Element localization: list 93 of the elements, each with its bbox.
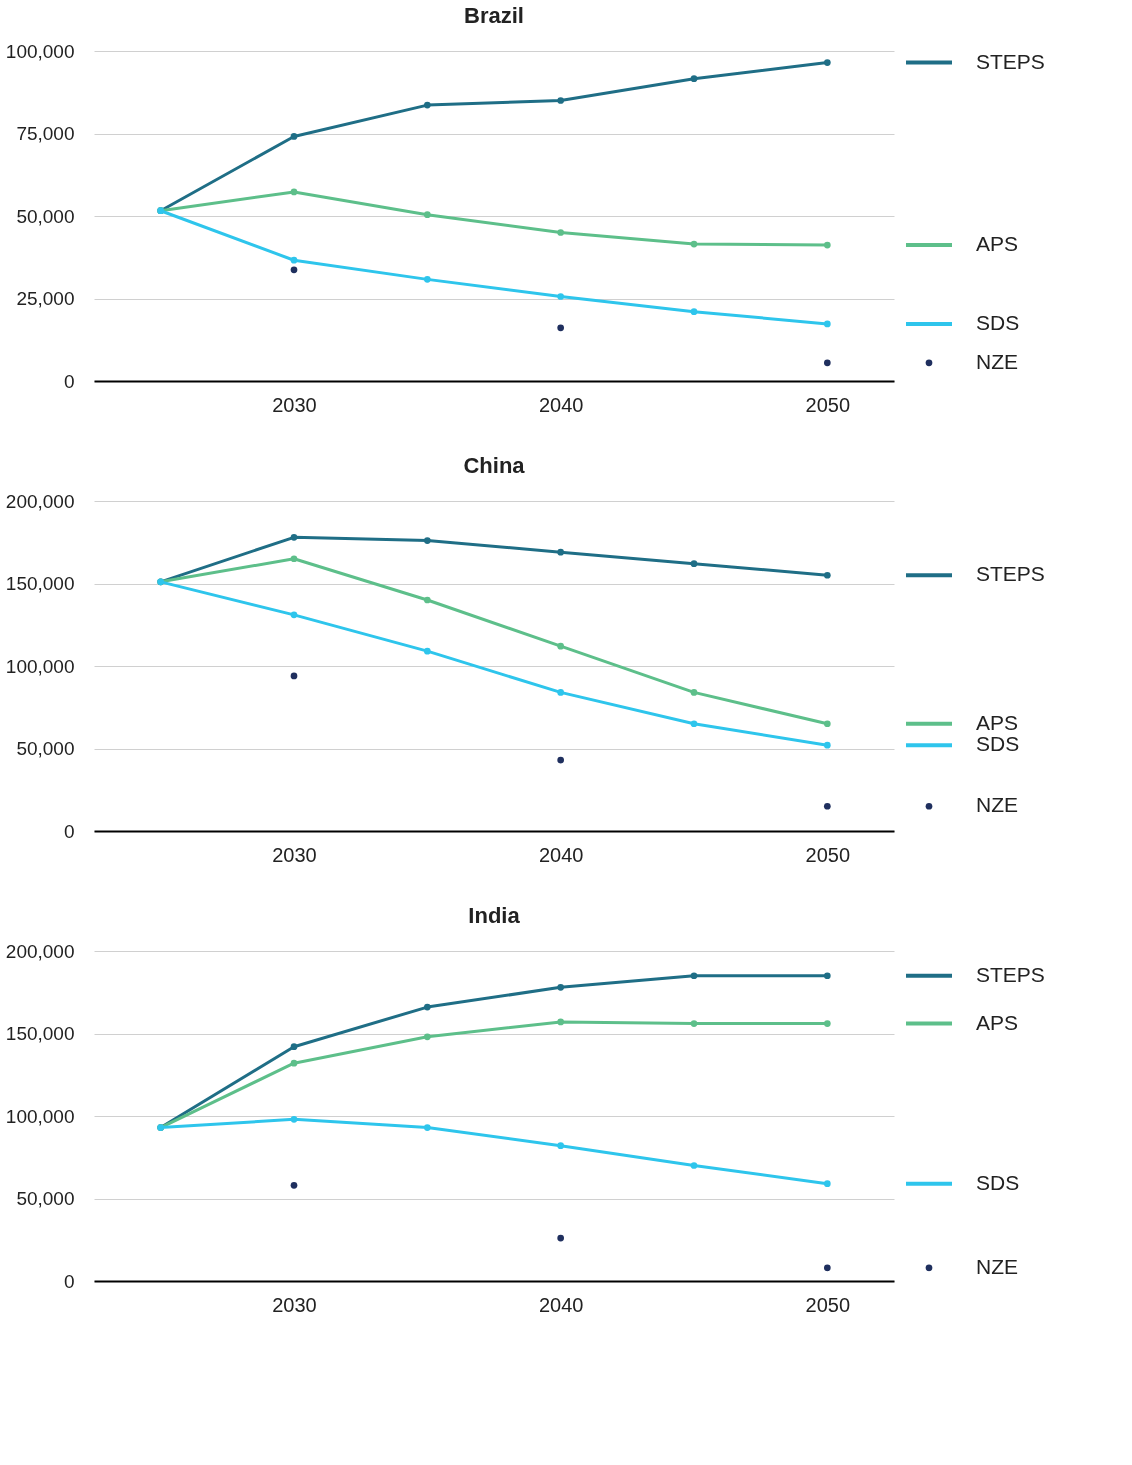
point xyxy=(290,533,298,541)
point xyxy=(690,560,698,568)
point xyxy=(290,188,298,196)
point xyxy=(423,537,431,544)
point xyxy=(690,972,698,980)
y-tick-label: 25,000 xyxy=(16,288,75,309)
point xyxy=(290,555,298,563)
point xyxy=(423,596,431,604)
point xyxy=(290,266,298,274)
point xyxy=(823,720,831,728)
x-tick-label: 2030 xyxy=(272,843,317,866)
y-tick-label: 0 xyxy=(63,820,75,842)
y-tick-label: 150,000 xyxy=(5,1023,75,1044)
legend-label: SDS xyxy=(976,310,1020,334)
point xyxy=(823,320,831,328)
point xyxy=(557,324,565,332)
point xyxy=(423,1003,431,1011)
point xyxy=(290,133,298,140)
point xyxy=(690,1162,698,1169)
legend-label: STEPS xyxy=(976,49,1045,73)
point xyxy=(557,97,565,104)
point xyxy=(557,1018,565,1026)
legend-label: STEPS xyxy=(976,562,1045,586)
point xyxy=(823,241,831,249)
point xyxy=(690,720,698,728)
chart-title: China xyxy=(463,453,526,478)
point xyxy=(823,802,831,810)
chart-title: Brazil xyxy=(464,3,524,28)
x-tick-label: 2030 xyxy=(272,393,317,416)
chart-title: India xyxy=(468,903,521,928)
point xyxy=(557,983,565,991)
point xyxy=(290,611,298,619)
point xyxy=(290,1115,298,1123)
point xyxy=(823,59,831,66)
point xyxy=(290,1181,298,1189)
y-tick-label: 50,000 xyxy=(16,738,75,759)
point xyxy=(290,256,298,264)
y-tick-label: 200,000 xyxy=(5,490,75,512)
y-tick-label: 75,000 xyxy=(16,123,75,144)
legend-label: SDS xyxy=(976,1170,1020,1194)
point xyxy=(423,1033,431,1041)
x-tick-label: 2050 xyxy=(805,843,851,866)
point xyxy=(823,1020,831,1027)
point xyxy=(557,689,565,696)
point xyxy=(557,1142,565,1150)
point xyxy=(423,647,431,655)
x-tick-label: 2030 xyxy=(272,1293,317,1316)
point xyxy=(823,741,831,749)
point xyxy=(557,642,565,650)
x-tick-label: 2040 xyxy=(538,1293,584,1316)
point xyxy=(423,101,431,109)
legend-label: NZE xyxy=(976,1254,1018,1278)
point xyxy=(823,571,831,579)
point xyxy=(823,359,831,367)
point xyxy=(823,972,831,980)
y-tick-label: 150,000 xyxy=(5,573,75,594)
point xyxy=(823,1180,831,1187)
y-tick-label: 50,000 xyxy=(16,1188,75,1209)
point xyxy=(557,548,565,556)
y-tick-label: 100,000 xyxy=(5,40,75,62)
point xyxy=(423,211,431,219)
x-tick-label: 2040 xyxy=(538,843,584,866)
point xyxy=(290,1043,298,1051)
legend-label: NZE xyxy=(976,793,1018,817)
legend-label: SDS xyxy=(976,732,1020,756)
legend-label: NZE xyxy=(976,349,1018,373)
point xyxy=(690,308,698,316)
point xyxy=(290,672,298,680)
y-tick-label: 0 xyxy=(63,1270,75,1292)
x-tick-label: 2050 xyxy=(805,1293,851,1316)
point xyxy=(690,1020,698,1027)
y-tick-label: 200,000 xyxy=(5,940,75,962)
point xyxy=(690,240,698,248)
point xyxy=(423,276,431,283)
point xyxy=(557,756,565,764)
x-tick-label: 2050 xyxy=(805,393,851,416)
y-tick-label: 100,000 xyxy=(5,655,75,677)
point xyxy=(557,229,565,236)
x-tick-label: 2040 xyxy=(538,393,584,416)
point xyxy=(557,293,565,300)
point xyxy=(423,1124,431,1131)
legend-label: APS xyxy=(976,232,1019,256)
legend-label: APS xyxy=(976,710,1019,734)
legend-label: APS xyxy=(976,1010,1019,1034)
y-tick-label: 50,000 xyxy=(16,205,75,227)
y-tick-label: 100,000 xyxy=(5,1105,75,1127)
point xyxy=(290,1059,298,1067)
point xyxy=(690,689,698,696)
point xyxy=(557,1234,565,1242)
point xyxy=(823,1264,831,1272)
point xyxy=(690,75,698,83)
y-tick-label: 0 xyxy=(63,370,75,392)
legend-label: STEPS xyxy=(976,962,1045,986)
